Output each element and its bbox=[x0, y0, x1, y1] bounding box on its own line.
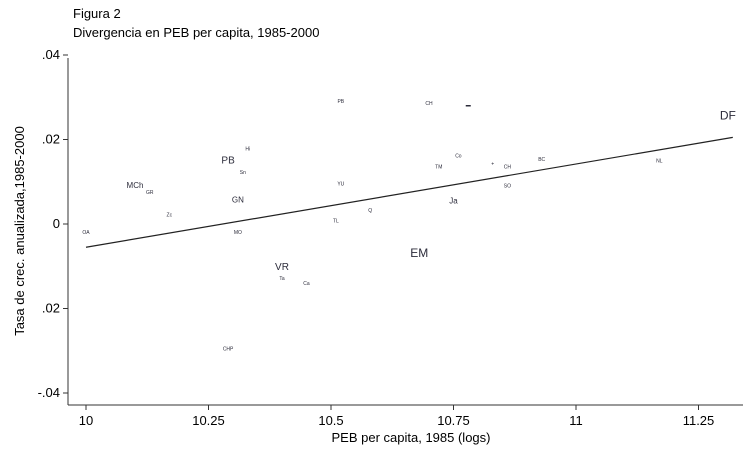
scatter-points: DF NL BC CH SO + Co TM Ja CH ▬ PB PB Hi Sn GN YU Q TL MO EM V… bbox=[82, 99, 736, 352]
data-point-label: VR bbox=[275, 262, 289, 273]
data-point-label: MCh bbox=[127, 181, 144, 190]
data-point-label: Ja bbox=[449, 197, 458, 206]
data-point-label: Co bbox=[455, 153, 462, 159]
data-point-label: CH bbox=[425, 101, 433, 107]
x-tick-label: 10.5 bbox=[318, 413, 343, 428]
x-tick-label: 11 bbox=[569, 413, 583, 428]
y-tick-label: 0 bbox=[53, 216, 60, 231]
x-axis-ticks: 10 10.25 10.5 10.75 11 11.25 bbox=[79, 405, 715, 428]
y-axis-ticks: .04 .02 0 .02 -.04 bbox=[38, 47, 68, 400]
y-tick-label: -.04 bbox=[38, 385, 60, 400]
y-tick-label: .02 bbox=[42, 132, 60, 147]
data-point-label: Ta bbox=[279, 276, 285, 282]
data-point-label: Hi bbox=[245, 147, 250, 153]
data-point-label: GN bbox=[232, 195, 244, 204]
data-point-label: OA bbox=[82, 230, 90, 236]
data-point-label: EM bbox=[410, 246, 428, 260]
x-axis-label: PEB per capita, 1985 (logs) bbox=[332, 430, 491, 445]
data-point-label: NL bbox=[656, 158, 663, 164]
x-tick-label: 10 bbox=[79, 413, 93, 428]
x-tick-label: 10.75 bbox=[437, 413, 470, 428]
data-point-label: PB bbox=[221, 155, 235, 166]
data-point-label: SO bbox=[504, 184, 511, 190]
y-tick-label: .02 bbox=[42, 301, 60, 316]
chart-title: Figura 2 bbox=[73, 6, 121, 21]
chart-subtitle: Divergencia en PEB per capita, 1985-2000 bbox=[73, 25, 319, 40]
data-point-label: DF bbox=[720, 109, 736, 123]
data-point-label: Sn bbox=[240, 170, 246, 176]
data-point-label: TM bbox=[435, 164, 442, 170]
x-tick-label: 11.25 bbox=[683, 413, 715, 428]
data-point-label: Q bbox=[368, 208, 372, 214]
data-point-label: Zc bbox=[167, 212, 173, 218]
y-tick-label: .04 bbox=[42, 47, 60, 62]
data-point-label: TL bbox=[333, 218, 339, 224]
data-point-label: + bbox=[491, 161, 494, 167]
data-point-label: GR bbox=[146, 190, 154, 196]
fitted-regression-line bbox=[85, 136, 733, 248]
data-point-label: CHP bbox=[223, 346, 234, 352]
data-point-label: MO bbox=[234, 230, 242, 236]
data-point-label: YU bbox=[337, 182, 344, 188]
data-point-label: ▬ bbox=[466, 103, 471, 109]
data-point-label: PB bbox=[337, 99, 344, 105]
y-axis-label: Tasa de crec. anualizada,1985-2000 bbox=[12, 126, 27, 336]
x-tick-label: 10.25 bbox=[192, 413, 225, 428]
data-point-label: BC bbox=[538, 157, 545, 163]
data-point-label: Ca bbox=[303, 281, 310, 287]
data-point-label: CH bbox=[504, 165, 512, 171]
